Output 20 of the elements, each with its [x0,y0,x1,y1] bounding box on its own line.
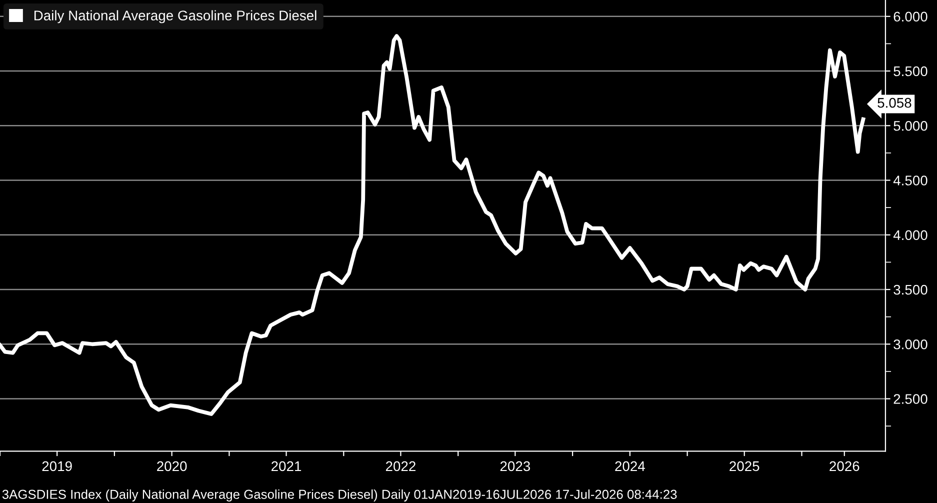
y-tick-label: 3.500 [894,284,928,295]
y-tick-label: 4.500 [893,176,928,186]
x-tick-label: 2022 [386,461,416,472]
x-tick-label: 2025 [730,461,760,472]
x-tick-label: 2021 [272,461,302,472]
x-tick-label: 2024 [615,461,645,472]
legend-label: Daily National Average Gasoline Prices Diesel [34,10,316,24]
x-tick-label: 2020 [157,461,187,472]
x-tick-label: 2026 [830,461,860,472]
text: 3AGSDIES Index (Daily National Average Gasoline Prices Diesel) Daily 01JAN2019-16JUL2026 17-Jul-2026 08:44:23 [2,489,677,502]
line-series [0,34,866,416]
annotation: 5.058 [878,98,912,108]
y-tick-label: 5.000 [894,120,928,131]
y-tick-label: 6.000 [894,12,928,22]
y-tick-label: 4.000 [893,230,928,240]
y-tick-label: 5.500 [894,66,928,76]
x-tick-label: 2019 [42,461,72,472]
x-tick-label: 2023 [500,461,530,472]
y-tick-label: 3.000 [894,339,928,350]
y-tick-label: 2.500 [894,394,928,404]
